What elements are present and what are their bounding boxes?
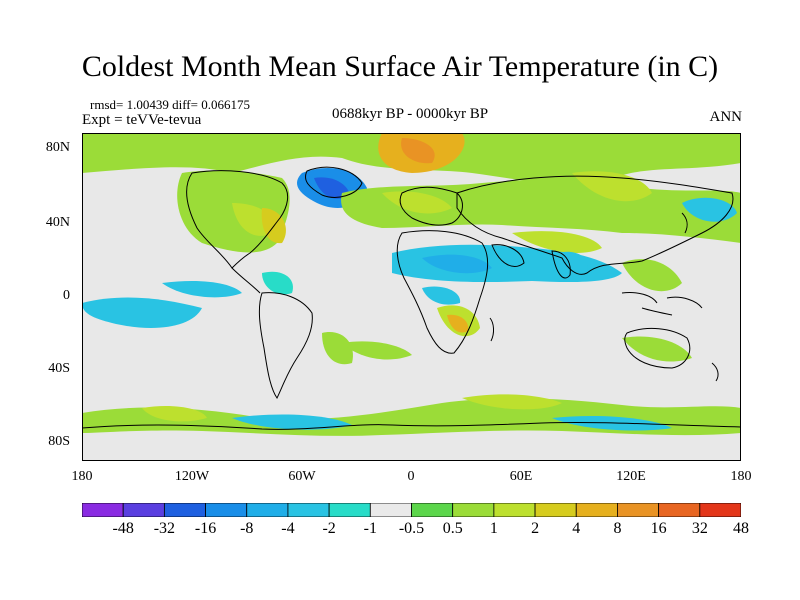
coastlines (82, 166, 741, 430)
colorbar-swatch (369, 503, 412, 517)
lon-label-0: 0 (407, 469, 415, 484)
lon-label-60w: 60W (288, 469, 316, 484)
colorbar-tick-label: 2 (531, 520, 540, 537)
colorbar-tick-label: 48 (733, 520, 749, 537)
colorbar-swatch (658, 503, 701, 517)
colorbar-swatch (534, 503, 577, 517)
colorbar-swatch (411, 503, 454, 517)
colorbar-tick-label: -0.5 (398, 520, 425, 537)
colorbar-swatch (617, 503, 660, 517)
colorbar-tick-label: -32 (153, 520, 176, 537)
colorbar-swatch (328, 503, 371, 517)
lon-label-60e: 60E (509, 469, 533, 484)
lon-label-180w: 180 (71, 469, 93, 484)
colorbar-swatch (122, 503, 165, 517)
colorbar-tick-label: -16 (194, 520, 217, 537)
season-label: ANN (709, 109, 743, 125)
lat-label-40n: 40N (45, 215, 70, 230)
lon-label-180e: 180 (730, 469, 752, 484)
colorbar-tick-label: 8 (613, 520, 622, 537)
experiment-label: Expt = teVVe-tevua (82, 112, 202, 128)
colorbar-swatch (452, 503, 495, 517)
colorbar-tick-label: 1 (489, 520, 498, 537)
colorbar (82, 503, 741, 517)
colorbar-swatch (493, 503, 536, 517)
colorbar-tick-label: 0.5 (442, 520, 463, 537)
colorbar-tick-label: -8 (240, 520, 254, 537)
colorbar-tick-label: -4 (281, 520, 295, 537)
lat-label-0: 0 (63, 288, 70, 303)
lon-label-120e: 120E (616, 469, 646, 484)
colorbar-tick-label: -1 (363, 520, 377, 537)
colorbar-tick-label: 16 (650, 520, 667, 537)
colorbar-tick-label: 32 (691, 520, 708, 537)
lat-label-80n: 80N (45, 140, 70, 155)
colorbar-tick-label: 4 (572, 520, 581, 537)
rmsd-diff-stats: rmsd= 1.00439 diff= 0.066175 (90, 97, 250, 112)
map-frame (82, 133, 741, 461)
colorbar-swatch (699, 503, 741, 517)
colorbar-swatch (287, 503, 330, 517)
anomaly-fill-regions (82, 133, 741, 436)
colorbar-tick-label: -2 (322, 520, 336, 537)
colorbar-swatch (82, 503, 124, 517)
temperature-anomaly-map (82, 133, 741, 461)
colorbar-swatch (246, 503, 289, 517)
colorbar-swatch (205, 503, 248, 517)
lat-label-40s: 40S (48, 361, 70, 376)
map-title: Coldest Month Mean Surface Air Temperatu… (81, 50, 719, 83)
colorbar-swatch (575, 503, 618, 517)
lon-label-120w: 120W (174, 469, 210, 484)
colorbar-swatch (163, 503, 206, 517)
lat-label-80s: 80S (48, 434, 70, 449)
period-label: 0688kyr BP - 0000kyr BP (331, 106, 489, 122)
colorbar-tick-label: -48 (112, 520, 134, 537)
